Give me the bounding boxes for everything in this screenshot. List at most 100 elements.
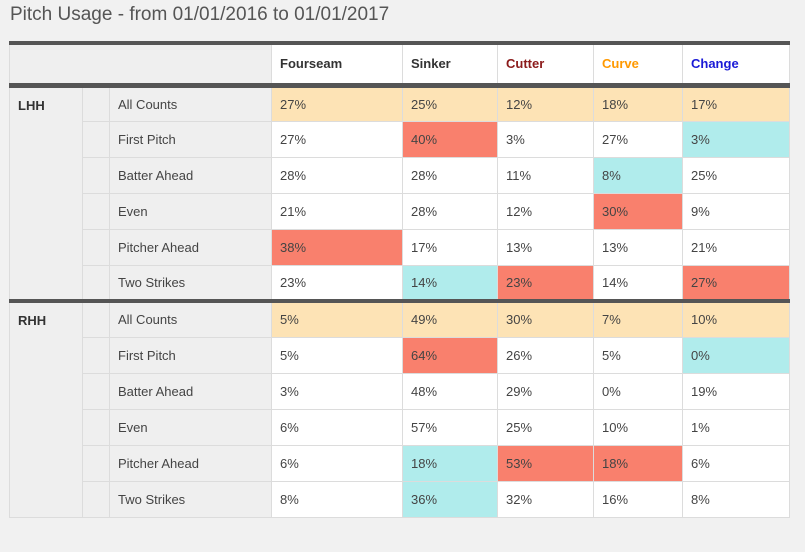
row-spacer [82, 84, 110, 122]
value-cell: 5% [593, 336, 683, 374]
value-cell: 19% [682, 372, 790, 410]
table-row: Pitcher Ahead 38% 17% 13% 13% 21% [10, 228, 790, 266]
value-cell: 3% [497, 120, 594, 158]
value-cell: 49% [402, 299, 498, 338]
row-spacer [82, 480, 110, 518]
value-cell: 38% [271, 228, 403, 266]
value-cell: 6% [271, 408, 403, 446]
row-label: Pitcher Ahead [109, 228, 272, 266]
value-cell: 25% [402, 84, 498, 122]
pitch-usage-table: Fourseam Sinker Cutter Curve Change LHH A… [9, 41, 790, 518]
row-label: Two Strikes [109, 264, 272, 302]
value-cell: 18% [593, 84, 683, 122]
row-spacer [82, 156, 110, 194]
row-label: Pitcher Ahead [109, 444, 272, 482]
row-spacer [82, 372, 110, 410]
value-cell: 11% [497, 156, 594, 194]
value-cell: 30% [497, 299, 594, 338]
row-spacer [82, 264, 110, 302]
value-cell: 64% [402, 336, 498, 374]
column-header-change: Change [682, 41, 790, 88]
row-label: All Counts [109, 84, 272, 122]
group-rhh: RHH All Counts 5% 49% 30% 7% 10% First Pitch 5% 6… [9, 299, 790, 518]
value-cell: 17% [402, 228, 498, 266]
table-row: Two Strikes 8% 36% 32% 16% 8% [10, 480, 790, 518]
row-label: First Pitch [109, 336, 272, 374]
row-spacer [82, 408, 110, 446]
group-label: LHH [9, 84, 83, 302]
group-label: RHH [9, 299, 83, 518]
value-cell: 12% [497, 84, 594, 122]
value-cell: 14% [402, 264, 498, 302]
table-row: Batter Ahead 28% 28% 11% 8% 25% [10, 156, 790, 194]
value-cell: 57% [402, 408, 498, 446]
value-cell: 28% [402, 156, 498, 194]
value-cell: 28% [271, 156, 403, 194]
row-spacer [82, 299, 110, 338]
value-cell: 27% [682, 264, 790, 302]
page-title: Pitch Usage - from 01/01/2016 to 01/01/2… [10, 4, 390, 25]
row-label: Two Strikes [109, 480, 272, 518]
value-cell: 18% [593, 444, 683, 482]
row-spacer [82, 228, 110, 266]
value-cell: 10% [682, 299, 790, 338]
row-label: Batter Ahead [109, 156, 272, 194]
value-cell: 16% [593, 480, 683, 518]
value-cell: 28% [402, 192, 498, 230]
table-row: Pitcher Ahead 6% 18% 53% 18% 6% [10, 444, 790, 482]
value-cell: 3% [271, 372, 403, 410]
value-cell: 17% [682, 84, 790, 122]
value-cell: 25% [682, 156, 790, 194]
value-cell: 21% [682, 228, 790, 266]
value-cell: 8% [682, 480, 790, 518]
row-spacer [82, 336, 110, 374]
column-header-sinker: Sinker [402, 41, 498, 88]
row-label: Even [109, 192, 272, 230]
column-header-curve: Curve [593, 41, 683, 88]
column-header-fourseam: Fourseam [271, 41, 403, 88]
value-cell: 3% [682, 120, 790, 158]
value-cell: 40% [402, 120, 498, 158]
row-spacer [82, 192, 110, 230]
value-cell: 6% [682, 444, 790, 482]
value-cell: 32% [497, 480, 594, 518]
value-cell: 1% [682, 408, 790, 446]
value-cell: 29% [497, 372, 594, 410]
value-cell: 8% [271, 480, 403, 518]
value-cell: 12% [497, 192, 594, 230]
table-row: RHH All Counts 5% 49% 30% 7% 10% [9, 299, 790, 518]
row-label: Batter Ahead [109, 372, 272, 410]
row-label: All Counts [109, 299, 272, 338]
table-row: First Pitch 27% 40% 3% 27% 3% [10, 120, 790, 158]
table-row: Even 6% 57% 25% 10% 1% [10, 408, 790, 446]
row-spacer [82, 120, 110, 158]
value-cell: 6% [271, 444, 403, 482]
value-cell: 14% [593, 264, 683, 302]
value-cell: 18% [402, 444, 498, 482]
group-lhh: LHH All Counts 27% 25% 12% 18% 17% First Pitch 2… [9, 84, 790, 302]
table-row: Even 21% 28% 12% 30% 9% [10, 192, 790, 230]
value-cell: 5% [271, 336, 403, 374]
value-cell: 10% [593, 408, 683, 446]
table-row: Two Strikes 23% 14% 23% 14% 27% [10, 264, 790, 302]
value-cell: 0% [593, 372, 683, 410]
column-header-cutter: Cutter [497, 41, 594, 88]
value-cell: 30% [593, 192, 683, 230]
value-cell: 21% [271, 192, 403, 230]
value-cell: 23% [271, 264, 403, 302]
value-cell: 5% [271, 299, 403, 338]
value-cell: 0% [682, 336, 790, 374]
value-cell: 13% [497, 228, 594, 266]
header-blank [9, 41, 272, 88]
row-label: Even [109, 408, 272, 446]
header-row: Fourseam Sinker Cutter Curve Change [9, 41, 790, 88]
value-cell: 23% [497, 264, 594, 302]
value-cell: 48% [402, 372, 498, 410]
table-row: Batter Ahead 3% 48% 29% 0% 19% [10, 372, 790, 410]
value-cell: 8% [593, 156, 683, 194]
table-row: LHH All Counts 27% 25% 12% 18% 17% [9, 84, 790, 302]
table-row: First Pitch 5% 64% 26% 5% 0% [10, 336, 790, 374]
value-cell: 9% [682, 192, 790, 230]
value-cell: 36% [402, 480, 498, 518]
value-cell: 13% [593, 228, 683, 266]
